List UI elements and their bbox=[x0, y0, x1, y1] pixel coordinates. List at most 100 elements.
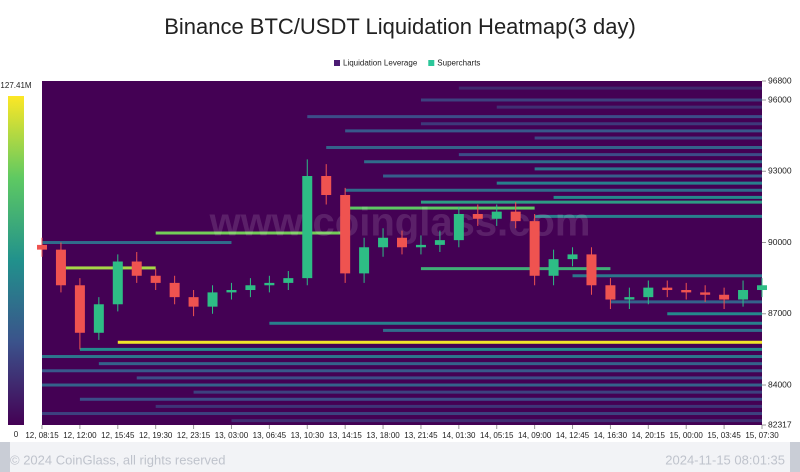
x-tick-label: 12, 12:00 bbox=[63, 431, 97, 440]
candle-body bbox=[643, 287, 654, 298]
liquidation-band bbox=[364, 160, 762, 164]
candle-body bbox=[738, 290, 749, 300]
candle-body bbox=[226, 290, 237, 293]
navigator-handle bbox=[790, 442, 800, 472]
candle-body bbox=[397, 237, 407, 248]
candle-body bbox=[150, 275, 161, 283]
candle-body bbox=[681, 290, 692, 293]
legend-swatch bbox=[334, 60, 340, 66]
colorbar bbox=[8, 96, 24, 425]
candle-body bbox=[491, 211, 502, 219]
chart-title: Binance BTC/USDT Liquidation Heatmap(3 d… bbox=[164, 14, 636, 39]
x-tick-label: 13, 06:45 bbox=[253, 431, 287, 440]
y-tick-label: 96000 bbox=[768, 94, 792, 104]
liquidation-band bbox=[136, 376, 763, 380]
liquidation-band bbox=[496, 105, 762, 109]
liquidation-band bbox=[345, 129, 762, 133]
candle-body bbox=[510, 211, 521, 222]
x-tick-label: 13, 10:30 bbox=[291, 431, 325, 440]
y-tick-label: 87000 bbox=[768, 308, 792, 318]
legend-label: Supercharts bbox=[437, 59, 480, 68]
y-tick-label: 84000 bbox=[768, 379, 792, 389]
candle-body bbox=[415, 244, 426, 248]
liquidation-band bbox=[534, 214, 762, 218]
liquidation-band bbox=[458, 153, 762, 157]
x-tick-label: 13, 18:00 bbox=[366, 431, 400, 440]
navigator-handle bbox=[0, 442, 10, 472]
candle-body bbox=[662, 287, 673, 291]
x-tick-label: 12, 08:15 bbox=[25, 431, 59, 440]
x-tick-label: 15, 07:30 bbox=[745, 431, 779, 440]
liquidation-band bbox=[307, 115, 762, 119]
candle-body bbox=[302, 176, 313, 279]
x-tick-label: 14, 20:15 bbox=[632, 431, 666, 440]
candle-body bbox=[605, 285, 616, 300]
candle-body bbox=[757, 285, 767, 291]
liquidation-band bbox=[60, 266, 156, 270]
candle-body bbox=[188, 297, 199, 307]
candle-body bbox=[359, 247, 370, 274]
liquidation-band bbox=[534, 136, 762, 140]
x-tick-label: 15, 03:45 bbox=[707, 431, 741, 440]
legend-label: Liquidation Leverage bbox=[343, 59, 418, 68]
candle-body bbox=[207, 292, 218, 307]
liquidation-band bbox=[42, 412, 762, 416]
candle-body bbox=[624, 297, 635, 300]
y-tick-label: 96800 bbox=[768, 75, 792, 85]
y-tick-label: 82317 bbox=[768, 419, 792, 429]
candle-body bbox=[378, 237, 389, 248]
navigator bbox=[0, 442, 800, 472]
colorbar-label: 127.41M bbox=[0, 81, 31, 90]
liquidation-band bbox=[420, 267, 611, 271]
candle-body bbox=[131, 261, 142, 276]
x-tick-label: 13, 03:00 bbox=[215, 431, 249, 440]
x-tick-label: 12, 19:30 bbox=[139, 431, 173, 440]
candle-body bbox=[434, 240, 445, 245]
candle-body bbox=[93, 304, 104, 333]
candle-body bbox=[700, 292, 711, 295]
liquidation-band bbox=[42, 241, 232, 245]
liquidation-band bbox=[572, 274, 762, 278]
liquidation-band bbox=[420, 98, 762, 102]
x-tick-label: 14, 01:30 bbox=[442, 431, 476, 440]
x-tick-label: 14, 09:00 bbox=[518, 431, 552, 440]
liquidation-band bbox=[117, 340, 762, 344]
liquidation-band bbox=[553, 195, 762, 199]
candle-body bbox=[529, 221, 540, 276]
candle-body bbox=[169, 282, 180, 298]
candle-body bbox=[55, 249, 66, 286]
x-tick-label: 12, 23:15 bbox=[177, 431, 211, 440]
liquidation-band bbox=[383, 174, 762, 178]
candle-body bbox=[74, 285, 85, 333]
liquidation-band bbox=[345, 206, 535, 210]
liquidation-band bbox=[269, 321, 762, 325]
liquidation-band bbox=[155, 231, 346, 235]
y-tick-label: 90000 bbox=[768, 237, 792, 247]
x-tick-label: 13, 14:15 bbox=[328, 431, 362, 440]
x-tick-label: 14, 05:15 bbox=[480, 431, 514, 440]
y-tick-label: 93000 bbox=[768, 166, 792, 176]
liquidation-band bbox=[420, 122, 762, 126]
liquidation-band bbox=[667, 312, 762, 316]
candle-body bbox=[37, 244, 47, 250]
candle-body bbox=[453, 214, 464, 241]
liquidation-band bbox=[155, 404, 762, 408]
liquidation-band bbox=[42, 355, 762, 359]
liquidation-band bbox=[458, 86, 762, 90]
candle-body bbox=[586, 254, 597, 286]
x-tick-label: 14, 12:45 bbox=[556, 431, 590, 440]
colorbar-label: 0 bbox=[14, 430, 19, 439]
candle-body bbox=[340, 195, 351, 274]
liquidation-band bbox=[79, 397, 763, 401]
liquidation-band bbox=[231, 419, 762, 423]
candle-body bbox=[719, 294, 730, 300]
candle-body bbox=[283, 278, 294, 283]
liquidation-band bbox=[345, 188, 762, 192]
liquidation-band bbox=[496, 181, 762, 185]
liquidation-band bbox=[326, 146, 762, 150]
candle-body bbox=[472, 214, 483, 219]
liquidation-band bbox=[193, 390, 762, 394]
candle-body bbox=[321, 176, 332, 196]
candle-body bbox=[567, 254, 578, 260]
liquidation-band bbox=[534, 167, 762, 171]
